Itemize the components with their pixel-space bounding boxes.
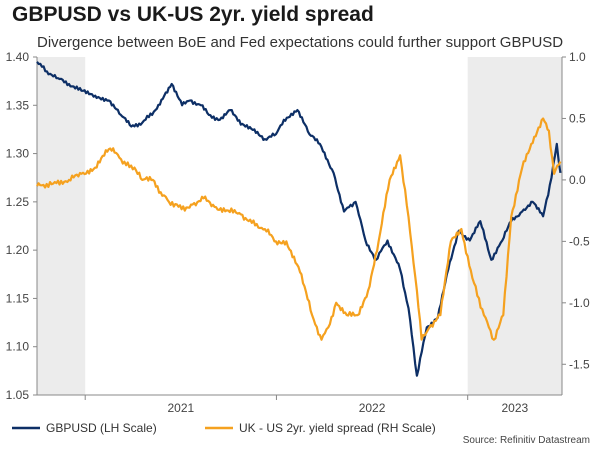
axes: 1.05 1.10 1.15 1.20 1.25 1.30 1.35 1.40 -1.5 -1.0… (6, 50, 590, 415)
x-tick-label: 2021 (167, 401, 194, 415)
series-lines (36, 61, 562, 377)
left-tick-label: 1.10 (6, 340, 30, 354)
shaded-period-1 (467, 57, 562, 395)
legend-label-gbpusd: GBPUSD (LH Scale) (46, 421, 157, 435)
right-tick-label: 1.0 (569, 50, 586, 64)
chart-title: GBPUSD vs UK-US 2yr. yield spread (12, 3, 374, 26)
right-tick-label: 0.5 (569, 111, 586, 125)
gbpusd-line (36, 61, 562, 377)
chart-subtitle: Divergence between BoE and Fed expectati… (37, 34, 564, 51)
left-tick-label: 1.25 (6, 195, 30, 209)
left-tick-label: 1.05 (6, 388, 30, 402)
right-tick-label: -1.5 (569, 357, 590, 371)
left-tick-label: 1.35 (6, 98, 30, 112)
shaded-periods (37, 57, 562, 395)
x-tick-label: 2023 (501, 401, 528, 415)
yield-spread-line (36, 117, 562, 341)
left-tick-label: 1.20 (6, 243, 30, 257)
left-tick-label: 1.30 (6, 147, 30, 161)
right-tick-label: -1.0 (569, 296, 590, 310)
source-note: Source: Refinitiv Datastream (463, 435, 590, 446)
legend: GBPUSD (LH Scale) UK - US 2yr. yield spre… (12, 421, 436, 435)
legend-label-spread: UK - US 2yr. yield spread (RH Scale) (239, 421, 436, 435)
right-tick-label: 0.0 (569, 173, 586, 187)
x-tick-label: 2022 (359, 401, 386, 415)
left-tick-label: 1.15 (6, 291, 30, 305)
shaded-period-0 (37, 57, 86, 395)
left-tick-label: 1.40 (6, 50, 30, 64)
right-tick-label: -0.5 (569, 234, 590, 248)
